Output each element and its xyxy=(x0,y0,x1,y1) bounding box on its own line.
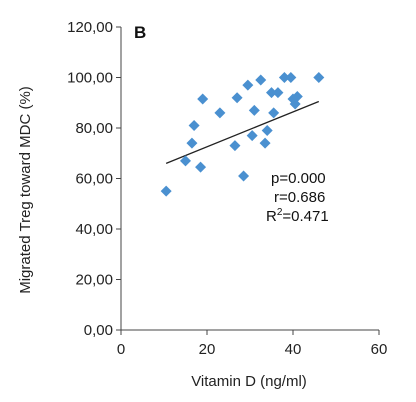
data-point xyxy=(313,72,325,83)
y-axis-title: Migrated Treg toward MDC (%) xyxy=(17,86,34,294)
trendline xyxy=(165,100,320,164)
data-point xyxy=(195,161,207,173)
y-tick-label: 20,00 xyxy=(75,272,113,289)
data-point xyxy=(188,119,200,131)
y-tick-labels: 0,00 20,00 40,00 60,00 80,00 100,00 120,00 xyxy=(67,19,121,339)
p-value-label: p=0.000 xyxy=(271,170,326,187)
data-point xyxy=(268,107,280,119)
data-point xyxy=(266,87,277,99)
panel-label: B xyxy=(134,23,146,42)
r-value-label: r=0.686 xyxy=(274,189,325,206)
y-tick-label: 40,00 xyxy=(75,221,113,238)
data-points xyxy=(160,72,325,197)
r-squared-superscript: 2 xyxy=(277,207,283,218)
x-axis-title: Vitamin D (ng/ml) xyxy=(191,373,307,390)
data-point xyxy=(259,137,271,149)
data-point xyxy=(238,170,250,182)
data-point xyxy=(180,155,191,167)
x-tick-label: 40 xyxy=(285,341,302,358)
data-point xyxy=(186,137,198,149)
data-point xyxy=(229,140,241,152)
data-point xyxy=(285,72,297,83)
data-point xyxy=(278,72,290,83)
y-tick-label: 100,00 xyxy=(67,70,113,87)
x-tick-label: 60 xyxy=(371,341,388,358)
r-squared-prefix: R xyxy=(266,208,277,225)
data-point xyxy=(246,130,258,142)
r-squared-label: R2=0.471 xyxy=(266,207,329,225)
data-point xyxy=(291,90,303,102)
trendline-group xyxy=(165,100,320,164)
data-point xyxy=(272,87,284,99)
x-tick-labels: 0 20 40 60 xyxy=(117,330,388,358)
y-tick-label: 80,00 xyxy=(75,120,113,137)
data-point xyxy=(261,125,273,137)
data-point xyxy=(242,79,254,91)
x-tick-label: 0 xyxy=(117,341,125,358)
data-point xyxy=(160,185,172,197)
x-tick-label: 20 xyxy=(199,341,216,358)
data-point xyxy=(255,74,267,86)
y-tick-label: 60,00 xyxy=(75,171,113,188)
data-point xyxy=(248,104,260,116)
axes xyxy=(120,27,379,331)
y-tick-label: 0,00 xyxy=(84,322,113,339)
data-point xyxy=(214,107,226,119)
data-point xyxy=(231,92,243,104)
stats-annotation: p=0.000 r=0.686 R2=0.471 xyxy=(266,170,329,225)
y-tick-label: 120,00 xyxy=(67,19,113,36)
data-point xyxy=(197,93,209,105)
r-squared-value: =0.471 xyxy=(282,208,328,225)
